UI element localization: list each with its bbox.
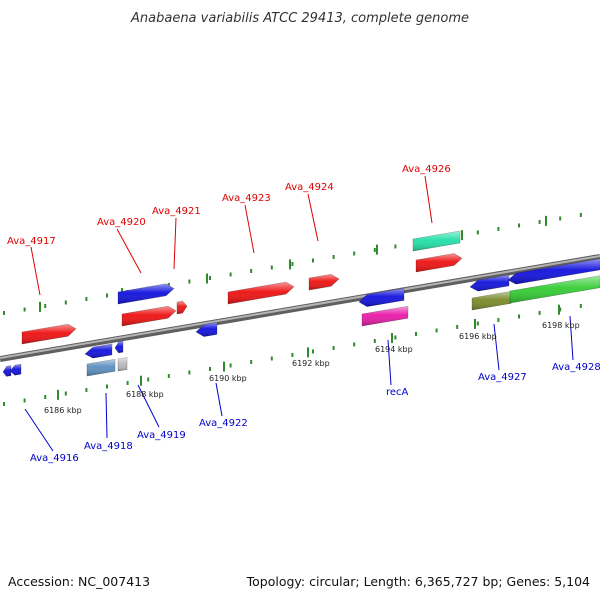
gene-arrow-shading — [115, 341, 123, 353]
genome-backbone-highlight — [0, 255, 600, 359]
gene-label[interactable]: Ava_4919 — [137, 430, 186, 441]
scale-label: 6192 kbp — [292, 359, 330, 368]
gene-label[interactable]: Ava_4916 — [30, 453, 79, 464]
gene-arrow-shading — [118, 283, 174, 304]
leader-line — [173, 217, 177, 270]
gene-arrow-shading — [510, 275, 600, 303]
accession-text: Accession: NC_007413 — [8, 574, 150, 589]
gene-label[interactable]: Ava_4920 — [97, 217, 146, 228]
leader-line — [387, 339, 392, 386]
gene-label[interactable]: recA — [386, 387, 409, 398]
gene-label[interactable]: Ava_4927 — [478, 372, 527, 383]
gene-arrow-shading — [22, 324, 76, 344]
gene-arrow-shading — [362, 306, 408, 326]
gene-arrow-shading — [177, 301, 187, 314]
scale-label: 6198 kbp — [542, 321, 580, 330]
gene-arrow-shading — [472, 291, 511, 310]
gene-label[interactable]: Ava_4918 — [84, 441, 133, 452]
gene-arrow-shading — [85, 343, 112, 359]
gene-arrow-shading — [416, 253, 462, 272]
gene-label[interactable]: Ava_4922 — [199, 418, 248, 429]
leader-line — [569, 315, 574, 361]
gene-arrow-shading — [3, 365, 11, 377]
scale-label: 6188 kbp — [126, 390, 164, 399]
scale-label: 6186 kbp — [44, 406, 82, 415]
leader-line — [116, 228, 142, 274]
gene-arrow-shading — [10, 364, 21, 376]
map-title: Anabaena variabilis ATCC 29413, complete… — [130, 11, 469, 26]
leader-line — [137, 384, 160, 428]
gene-label[interactable]: Ava_4926 — [402, 164, 451, 175]
topology-text: Topology: circular; Length: 6,365,727 bp… — [246, 574, 590, 589]
leader-line — [215, 382, 223, 417]
gene-arrow-shading — [309, 274, 339, 290]
gene-label[interactable]: Ava_4917 — [7, 236, 56, 247]
gene-arrow-shading — [508, 258, 600, 285]
gene-label[interactable]: Ava_4924 — [285, 182, 334, 193]
gene-arrow-shading — [413, 231, 460, 251]
leader-line — [424, 175, 433, 224]
leader-line — [307, 193, 319, 242]
gene-arrow-shading — [470, 274, 509, 292]
gene-label[interactable]: Ava_4923 — [222, 193, 271, 204]
leader-line — [105, 392, 108, 439]
scale-label: 6190 kbp — [209, 374, 247, 383]
leader-line — [493, 323, 500, 371]
gene-label[interactable]: Ava_4921 — [152, 206, 201, 217]
leader-line — [24, 408, 54, 452]
gene-arrow-shading — [359, 288, 404, 307]
leader-line — [30, 246, 41, 296]
leader-line — [244, 204, 255, 254]
gene-arrow-shading — [122, 306, 176, 326]
gene-features — [2, 230, 600, 377]
gene-arrow-shading — [196, 322, 217, 337]
label-leader-lines — [24, 175, 574, 452]
gene-arrow-shading — [118, 357, 127, 371]
gene-label[interactable]: Ava_4928 — [552, 362, 600, 373]
gene-arrow-shading — [87, 359, 115, 376]
scale-label: 6194 kbp — [375, 345, 413, 354]
gene-arrow-shading — [228, 282, 294, 304]
scale-label: 6196 kbp — [459, 332, 497, 341]
